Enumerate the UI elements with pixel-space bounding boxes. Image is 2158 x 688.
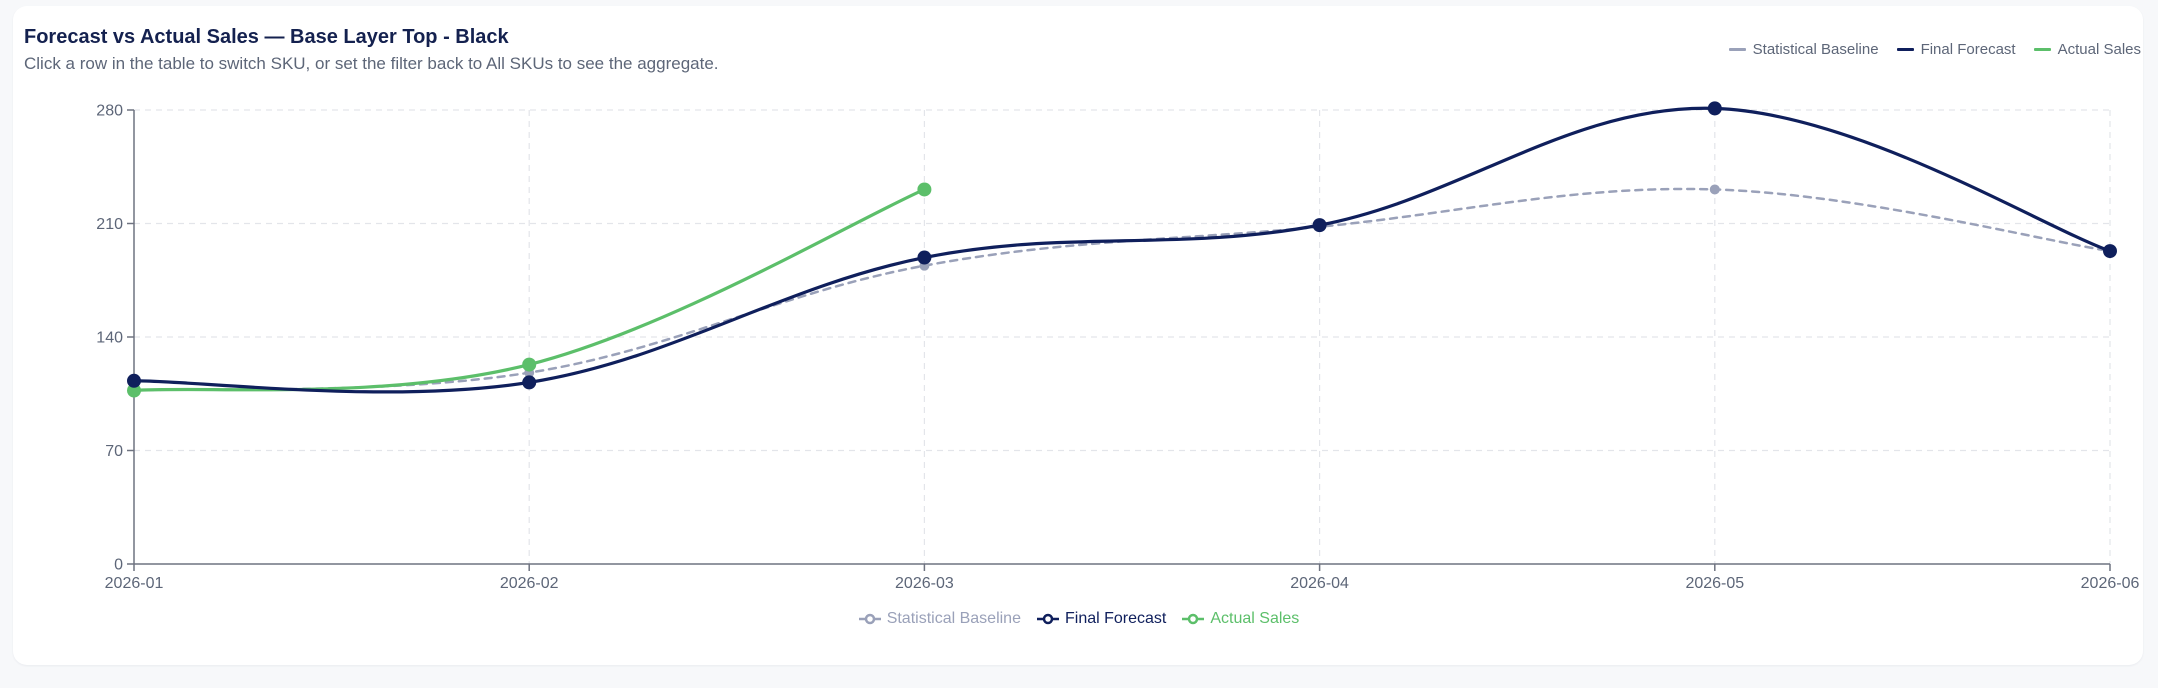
chart-title: Forecast vs Actual Sales — Base Layer To…: [24, 26, 509, 48]
bottom-legend: Statistical Baseline Final Forecast Actu…: [0, 610, 2158, 628]
data-point-marker: [1312, 218, 1327, 233]
data-point-marker: [917, 250, 932, 265]
bottom-legend-label: Statistical Baseline: [886, 610, 1021, 627]
top-legend-item-baseline[interactable]: Statistical Baseline: [1728, 41, 1879, 58]
data-point-marker: [522, 375, 537, 390]
series-line-final-forecast: [132, 106, 2112, 394]
actual-marker-icon: [1182, 613, 1205, 625]
bottom-legend-item-actual[interactable]: Actual Sales: [1182, 610, 1299, 628]
x-tick-label: 2026-01: [105, 575, 164, 592]
bottom-legend-item-forecast[interactable]: Final Forecast: [1036, 610, 1167, 628]
bottom-legend-item-baseline[interactable]: Statistical Baseline: [858, 610, 1021, 628]
forecast-marker-icon: [1036, 613, 1059, 625]
x-tick-label: 2026-03: [895, 575, 954, 592]
baseline-marker-icon: [858, 613, 881, 625]
chart-subtitle: Click a row in the table to switch SKU, …: [24, 54, 719, 73]
x-tick-label: 2026-02: [500, 575, 559, 592]
top-legend: Statistical Baseline Final Forecast Actu…: [1728, 41, 2141, 58]
data-point-marker: [1707, 101, 1722, 116]
chart-card: [13, 6, 2143, 665]
actual-swatch-icon: [2033, 48, 2051, 51]
y-tick-label: 140: [96, 330, 123, 347]
data-point-marker: [522, 357, 537, 372]
bottom-legend-label: Final Forecast: [1064, 610, 1167, 627]
top-legend-label: Statistical Baseline: [1752, 41, 1879, 58]
series-line-statistical-baseline: [132, 187, 2112, 392]
x-tick-label: 2026-06: [2081, 575, 2140, 592]
top-legend-item-forecast[interactable]: Final Forecast: [1896, 41, 2016, 58]
baseline-swatch-icon: [1728, 48, 1746, 51]
top-legend-label: Actual Sales: [2057, 41, 2141, 58]
x-tick-label: 2026-05: [1685, 575, 1744, 592]
y-tick-label: 210: [96, 216, 123, 233]
top-legend-item-actual[interactable]: Actual Sales: [2033, 41, 2141, 58]
y-tick-label: 280: [96, 103, 123, 120]
top-legend-label: Final Forecast: [1920, 41, 2016, 58]
x-tick-label: 2026-04: [1290, 575, 1349, 592]
y-tick-label: 0: [114, 557, 123, 574]
y-tick-label: 70: [105, 443, 123, 460]
data-point-marker: [1709, 184, 1720, 195]
forecast-swatch-icon: [1896, 48, 1914, 51]
data-point-marker: [917, 182, 932, 197]
data-point-marker: [127, 373, 141, 388]
data-point-marker: [2103, 244, 2117, 259]
bottom-legend-label: Actual Sales: [1210, 610, 1300, 627]
data-point-marker: [127, 383, 141, 398]
